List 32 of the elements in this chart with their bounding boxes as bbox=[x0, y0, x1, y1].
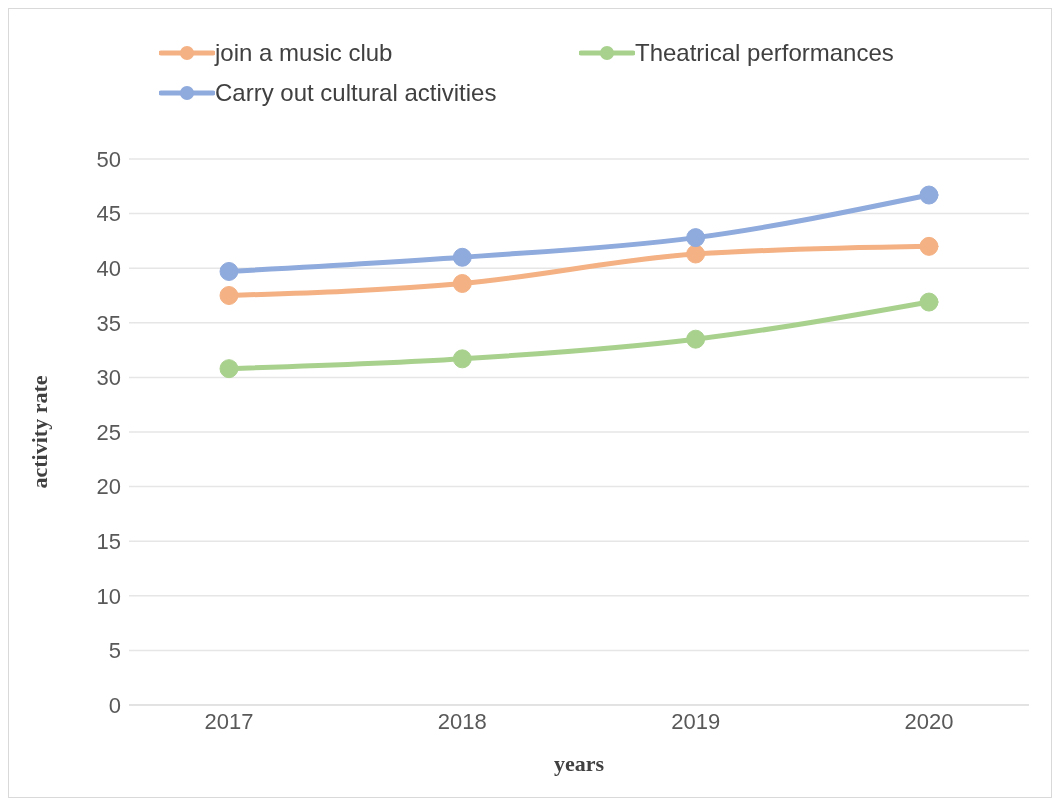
point bbox=[452, 273, 472, 293]
point bbox=[919, 185, 939, 205]
point bbox=[452, 247, 472, 267]
y-axis-title: activity rate bbox=[26, 375, 52, 489]
y-tick-label: 40 bbox=[96, 256, 121, 282]
point bbox=[686, 228, 706, 248]
point bbox=[686, 244, 706, 264]
y-tick-label: 10 bbox=[96, 583, 121, 609]
y-tick-label: 0 bbox=[108, 692, 121, 718]
legend-label: join a music club bbox=[215, 39, 393, 67]
y-tick-label: 35 bbox=[96, 310, 121, 336]
y-tick-label: 5 bbox=[108, 638, 121, 664]
y-tick-label: 25 bbox=[96, 419, 121, 445]
legend-label: Theatrical performances bbox=[635, 39, 894, 67]
y-tick-label: 15 bbox=[96, 529, 121, 555]
legend-label: Carry out cultural activities bbox=[215, 79, 497, 107]
point bbox=[686, 329, 706, 349]
point bbox=[919, 236, 939, 256]
y-tick-label: 50 bbox=[96, 146, 121, 172]
x-tick-label: 2017 bbox=[204, 708, 254, 734]
x-tick-label: 2019 bbox=[671, 708, 721, 734]
x-tick-label: 2018 bbox=[437, 708, 487, 734]
point bbox=[919, 292, 939, 312]
y-tick-label: 45 bbox=[96, 201, 121, 227]
point bbox=[219, 286, 239, 305]
x-axis-title: years bbox=[553, 751, 605, 776]
point bbox=[452, 349, 472, 369]
point bbox=[219, 359, 239, 379]
x-tick-label: 2020 bbox=[904, 708, 954, 734]
y-tick-label: 30 bbox=[96, 365, 121, 391]
y-tick-label: 20 bbox=[96, 474, 121, 500]
point bbox=[219, 261, 239, 281]
